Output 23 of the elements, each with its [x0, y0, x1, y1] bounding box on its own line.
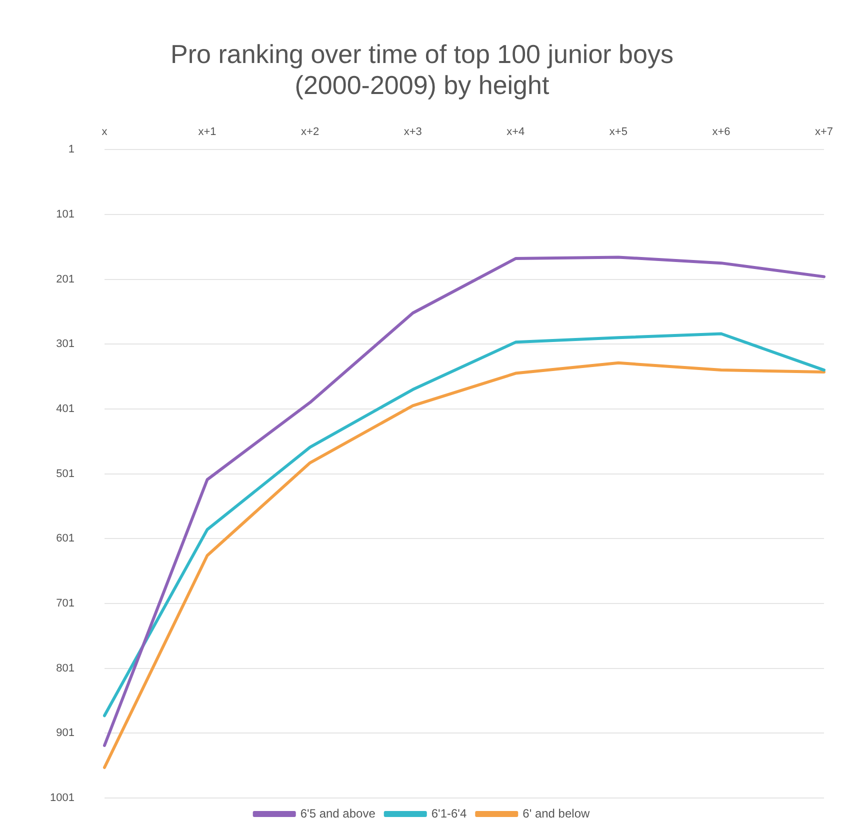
y-tick-label: 1	[68, 144, 74, 156]
x-tick-label: x+5	[609, 126, 628, 138]
y-tick-label: 501	[56, 468, 74, 480]
legend-label: 6'5 and above	[300, 806, 376, 820]
chart-title: Pro ranking over time of top 100 junior boys (2000-2009) by height	[170, 38, 674, 100]
x-tick-label: x+4	[506, 126, 525, 138]
legend-label: 6' and below	[522, 806, 590, 820]
y-tick-label: 401	[56, 402, 74, 415]
x-tick-label: x+6	[712, 126, 730, 138]
x-tick-label: x+3	[404, 126, 422, 138]
legend-label: 6'1-6'4	[431, 806, 467, 820]
x-tick-label: x+7	[814, 126, 834, 138]
y-tick-label: 301	[56, 338, 74, 350]
y-tick-label: 801	[56, 662, 74, 674]
y-tick-label: 101	[56, 208, 74, 220]
y-tick-label: 701	[56, 598, 74, 610]
x-tick-label: x+1	[198, 126, 216, 138]
x-tick-label: x+2	[301, 126, 320, 138]
y-tick-label: 601	[56, 532, 74, 545]
y-tick-label: 1001	[50, 792, 74, 804]
y-tick-label: 901	[56, 727, 74, 740]
y-tick-label: 201	[56, 273, 74, 286]
x-tick-label: x	[102, 126, 108, 138]
